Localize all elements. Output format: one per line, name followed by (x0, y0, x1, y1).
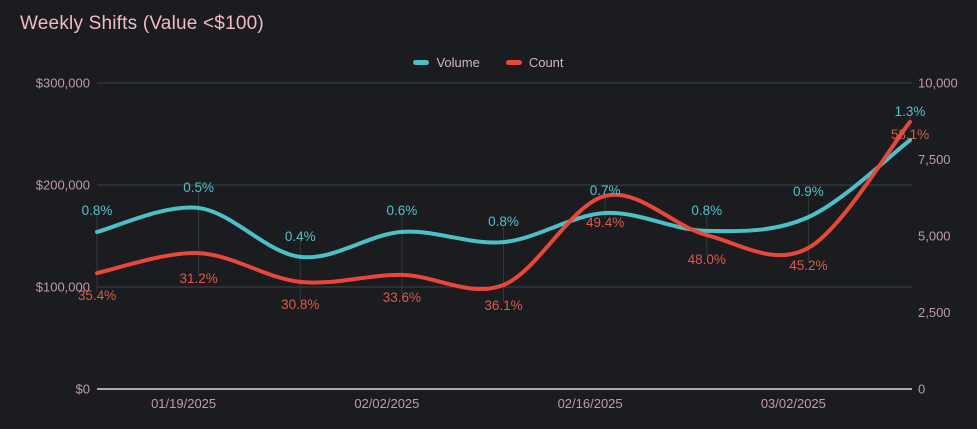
count-point-label: 58.1% (891, 127, 929, 142)
volume-point-label: 0.8% (488, 214, 519, 229)
legend-item-count[interactable]: Count (505, 55, 564, 70)
volume-point-label: 0.4% (285, 229, 316, 244)
volume-point-label: 0.8% (691, 203, 722, 218)
right-axis-tick-label: 7,500 (918, 152, 951, 167)
volume-point-label: 0.7% (590, 183, 621, 198)
count-point-label: 49.4% (586, 215, 624, 230)
count-series-line (95, 119, 912, 291)
right-axis-tick-label: 0 (918, 382, 925, 397)
left-axis-tick-label: $100,000 (36, 280, 90, 295)
count-point-label: 33.6% (383, 290, 421, 305)
count-point-label: 36.1% (484, 298, 522, 313)
count-point-label: 31.2% (179, 271, 217, 286)
right-axis-tick-label: 10,000 (918, 76, 958, 91)
legend-item-volume[interactable]: Volume (413, 55, 480, 70)
legend-label-count: Count (528, 55, 564, 70)
x-axis-tick-label: 03/02/2025 (761, 396, 826, 411)
volume-point-label: 0.5% (183, 180, 214, 195)
count-point-label: 35.4% (78, 288, 116, 303)
count-point-label: 30.8% (281, 297, 319, 312)
volume-series-line (95, 138, 912, 260)
chart-title: Weekly Shifts (Value <$100) (20, 13, 264, 34)
legend-label-volume: Volume (436, 55, 480, 70)
chart-legend: Volume Count (0, 55, 977, 70)
x-axis-tick-label: 02/16/2025 (558, 396, 623, 411)
volume-swatch-icon (413, 60, 430, 65)
count-point-label: 45.2% (789, 258, 827, 273)
volume-point-label: 0.9% (793, 184, 824, 199)
left-axis-tick-label: $300,000 (36, 76, 90, 91)
count-point-label: 48.0% (688, 252, 726, 267)
volume-point-label: 0.6% (386, 203, 417, 218)
volume-point-label: 0.8% (82, 203, 113, 218)
count-swatch-icon (505, 60, 522, 65)
x-axis-tick-label: 01/19/2025 (151, 396, 216, 411)
x-axis-tick-label: 02/02/2025 (354, 396, 419, 411)
volume-point-label: 1.3% (895, 104, 926, 119)
right-axis-tick-label: 2,500 (918, 305, 951, 320)
left-axis-tick-label: $0 (76, 382, 90, 397)
left-axis-tick-label: $200,000 (36, 178, 90, 193)
right-axis-tick-label: 5,000 (918, 229, 951, 244)
